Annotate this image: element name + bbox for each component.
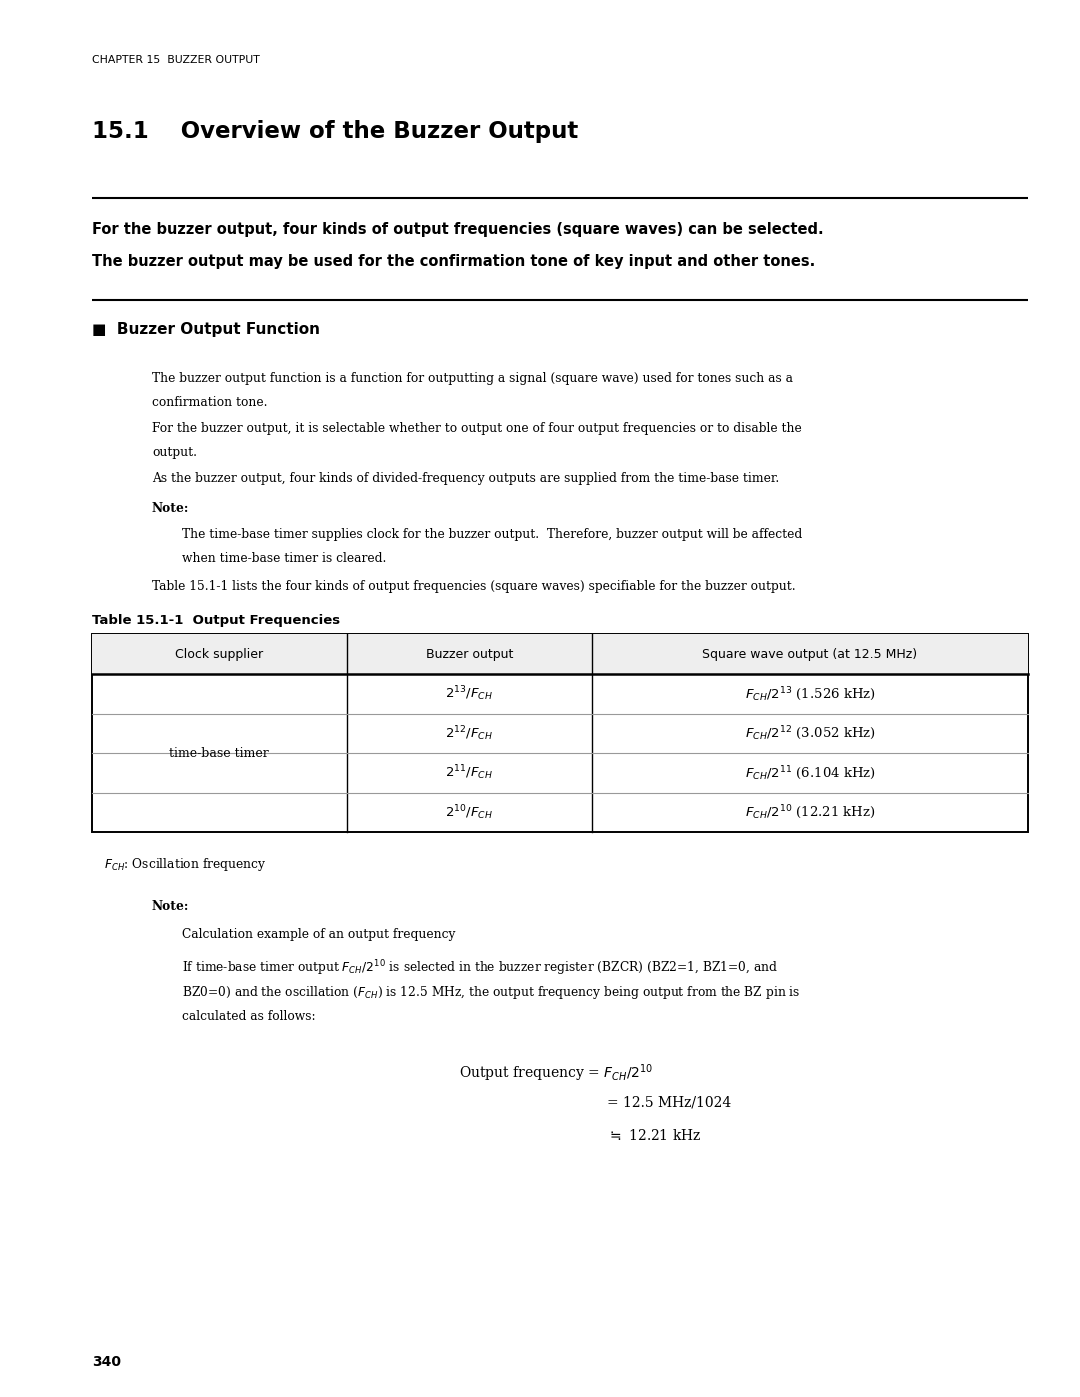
Text: BZ0=0) and the oscillation ($F_{CH}$) is 12.5 MHz, the output frequency being ou: BZ0=0) and the oscillation ($F_{CH}$) is… [183, 983, 800, 1002]
Text: $F_{CH}/2^{11}$ (6.104 kHz): $F_{CH}/2^{11}$ (6.104 kHz) [744, 764, 875, 782]
Text: Note:: Note: [152, 502, 189, 515]
Text: CHAPTER 15  BUZZER OUTPUT: CHAPTER 15 BUZZER OUTPUT [92, 54, 260, 66]
Text: The buzzer output may be used for the confirmation tone of key input and other t: The buzzer output may be used for the co… [92, 254, 815, 270]
Text: $F_{CH}/2^{12}$ (3.052 kHz): $F_{CH}/2^{12}$ (3.052 kHz) [744, 725, 875, 742]
Text: ■  Buzzer Output Function: ■ Buzzer Output Function [92, 321, 320, 337]
Text: Output frequency = $F_{CH}/2^{10}$: Output frequency = $F_{CH}/2^{10}$ [459, 1062, 653, 1084]
Text: Table 15.1-1 lists the four kinds of output frequencies (square waves) specifiab: Table 15.1-1 lists the four kinds of out… [152, 580, 796, 592]
Text: $\fallingdotseq$ 12.21 kHz: $\fallingdotseq$ 12.21 kHz [607, 1127, 702, 1143]
Text: If time-base timer output $F_{CH}/2^{10}$ is selected in the buzzer register (BZ: If time-base timer output $F_{CH}/2^{10}… [183, 958, 779, 978]
Text: calculated as follows:: calculated as follows: [183, 1010, 315, 1023]
Text: when time-base timer is cleared.: when time-base timer is cleared. [183, 552, 387, 564]
Bar [92, 634, 1028, 833]
Text: $2^{13}/F_{CH}$: $2^{13}/F_{CH}$ [445, 685, 494, 703]
Text: The buzzer output function is a function for outputting a signal (square wave) u: The buzzer output function is a function… [152, 372, 793, 386]
Text: Table 15.1-1  Output Frequencies: Table 15.1-1 Output Frequencies [92, 615, 340, 627]
Text: For the buzzer output, four kinds of output frequencies (square waves) can be se: For the buzzer output, four kinds of out… [92, 222, 824, 237]
Text: 15.1    Overview of the Buzzer Output: 15.1 Overview of the Buzzer Output [92, 120, 578, 142]
Text: The time-base timer supplies clock for the buzzer output.  Therefore, buzzer out: The time-base timer supplies clock for t… [183, 528, 802, 541]
Text: = 12.5 MHz/1024: = 12.5 MHz/1024 [607, 1095, 731, 1109]
Text: Buzzer output: Buzzer output [426, 647, 513, 661]
Text: $F_{CH}$: Oscillation frequency: $F_{CH}$: Oscillation frequency [104, 856, 267, 873]
Text: Calculation example of an output frequency: Calculation example of an output frequen… [183, 928, 456, 942]
Text: Clock supplier: Clock supplier [175, 647, 264, 661]
Text: $2^{10}/F_{CH}$: $2^{10}/F_{CH}$ [445, 803, 494, 821]
Text: For the buzzer output, it is selectable whether to output one of four output fre: For the buzzer output, it is selectable … [152, 422, 801, 434]
Text: $F_{CH}/2^{10}$ (12.21 kHz): $F_{CH}/2^{10}$ (12.21 kHz) [745, 803, 875, 821]
Text: Note:: Note: [152, 900, 189, 914]
Text: As the buzzer output, four kinds of divided-frequency outputs are supplied from : As the buzzer output, four kinds of divi… [152, 472, 780, 485]
Text: confirmation tone.: confirmation tone. [152, 395, 268, 409]
Text: output.: output. [152, 446, 197, 460]
Bar [92, 634, 1028, 673]
Text: $2^{11}/F_{CH}$: $2^{11}/F_{CH}$ [445, 763, 494, 782]
Text: time-base timer: time-base timer [170, 746, 269, 760]
Text: Square wave output (at 12.5 MHz): Square wave output (at 12.5 MHz) [702, 647, 918, 661]
Text: $F_{CH}/2^{13}$ (1.526 kHz): $F_{CH}/2^{13}$ (1.526 kHz) [744, 685, 875, 703]
Text: $2^{12}/F_{CH}$: $2^{12}/F_{CH}$ [445, 724, 494, 743]
Text: 340: 340 [92, 1355, 121, 1369]
